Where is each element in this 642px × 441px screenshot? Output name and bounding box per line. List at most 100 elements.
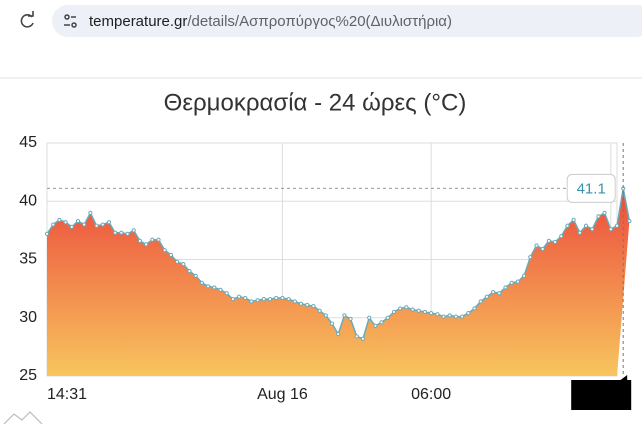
- point: [336, 331, 341, 337]
- point: [429, 310, 434, 316]
- point: [224, 291, 229, 296]
- point: [267, 297, 273, 302]
- point: [503, 285, 508, 290]
- point: [274, 295, 279, 301]
- y-tick-label: 25: [19, 367, 37, 384]
- point: [63, 220, 68, 225]
- point: [565, 223, 570, 228]
- tooltip-box: [566, 173, 616, 203]
- point: [472, 306, 477, 311]
- point: [614, 223, 620, 228]
- y-tick-label: 40: [19, 192, 37, 209]
- point: [552, 239, 558, 245]
- point: [144, 242, 149, 247]
- address-bar[interactable]: [52, 5, 642, 37]
- point: [305, 302, 310, 308]
- point: [175, 259, 180, 264]
- point: [243, 295, 248, 301]
- point: [398, 306, 403, 311]
- point: [416, 308, 421, 313]
- point: [280, 295, 285, 301]
- point: [323, 313, 328, 318]
- point: [44, 231, 50, 236]
- url-path: /details/Ασπροπύργος%20(Διυλιστήρια): [187, 13, 452, 30]
- point: [311, 304, 316, 309]
- point: [460, 314, 465, 319]
- point: [546, 238, 551, 243]
- point: [168, 252, 174, 257]
- area: [47, 188, 630, 376]
- point: [379, 320, 384, 325]
- point: [391, 309, 397, 315]
- point: [410, 307, 415, 312]
- point: [51, 222, 56, 227]
- point: [435, 312, 440, 317]
- point: [205, 284, 211, 289]
- point: [559, 234, 564, 239]
- point: [249, 299, 254, 304]
- point: [422, 309, 428, 315]
- point: [100, 222, 105, 227]
- site-info-icon[interactable]: [64, 14, 77, 28]
- point: [360, 336, 366, 341]
- y-tick-label: 30: [19, 309, 37, 326]
- point: [348, 316, 353, 322]
- point: [187, 269, 192, 274]
- point: [113, 230, 118, 235]
- x-tick-label: Aug 16: [257, 386, 308, 403]
- point: [590, 227, 595, 232]
- url: temperature.gr/details/Ασπροπύργος%20(Δι…: [89, 13, 452, 30]
- point: [292, 299, 297, 304]
- point: [106, 220, 112, 225]
- point: [571, 217, 576, 222]
- point: [373, 323, 378, 329]
- point: [385, 315, 390, 320]
- point: [317, 308, 322, 313]
- point: [627, 218, 632, 224]
- point: [199, 280, 204, 285]
- point: [218, 287, 223, 292]
- point: [602, 210, 607, 215]
- point: [125, 231, 130, 236]
- point: [521, 273, 527, 278]
- point: [162, 248, 167, 253]
- point: [534, 243, 539, 248]
- point: [453, 314, 459, 319]
- point: [57, 217, 62, 222]
- point: [528, 255, 533, 260]
- reload-button[interactable]: [20, 11, 34, 28]
- point: [94, 223, 99, 228]
- point: [596, 214, 601, 219]
- x-label-pointer: [619, 375, 628, 381]
- point: [404, 305, 409, 310]
- point: [255, 298, 260, 303]
- point: [82, 222, 87, 227]
- y-tick-label: 45: [19, 134, 37, 151]
- url-domain: temperature.gr: [89, 13, 187, 30]
- point: [466, 310, 471, 316]
- chart-title: Θερμοκρασία - 24 ώρες (°C): [164, 89, 467, 116]
- x-tick-label: 06:00: [411, 386, 451, 403]
- point: [497, 291, 502, 296]
- point: [119, 230, 124, 235]
- point: [261, 297, 266, 302]
- point: [230, 297, 235, 302]
- point: [131, 228, 136, 233]
- point: [441, 314, 446, 319]
- tooltip-value: 41.1: [577, 180, 606, 197]
- point: [329, 321, 335, 326]
- point: [236, 294, 242, 299]
- point: [342, 313, 347, 318]
- point: [583, 223, 589, 228]
- point: [298, 301, 304, 306]
- point: [150, 237, 155, 242]
- point: [577, 230, 582, 235]
- point: [69, 224, 74, 229]
- y-tick-label: 35: [19, 251, 37, 268]
- point: [75, 218, 81, 224]
- point: [509, 280, 514, 285]
- point: [354, 334, 359, 339]
- point: [193, 273, 198, 278]
